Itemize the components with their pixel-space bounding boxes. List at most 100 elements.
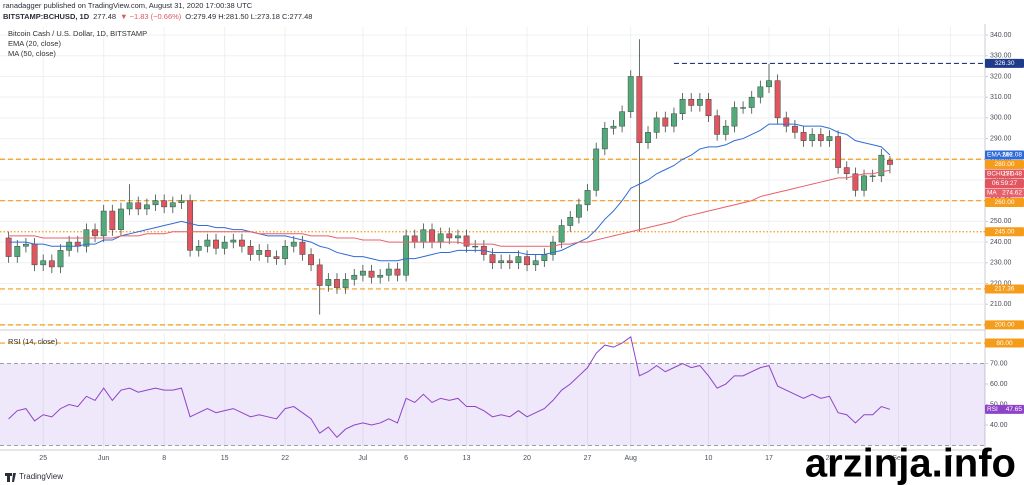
candle-body	[532, 260, 539, 266]
candle-body	[342, 279, 349, 288]
candle-body	[213, 239, 219, 249]
candle-body	[57, 250, 64, 268]
candle-body	[161, 200, 168, 208]
candle-body	[308, 254, 314, 266]
candle-body	[662, 117, 669, 127]
candle-body	[593, 148, 600, 191]
chart-title: Bitcoin Cash / U.S. Dollar, 1D, BITSTAMP	[8, 29, 147, 38]
candle-body	[852, 173, 859, 191]
rsi-tag-value: 47.65	[1006, 406, 1023, 413]
y-tick-label: 330.00	[990, 53, 1012, 60]
candle-body	[359, 270, 366, 276]
x-tick-label: 25	[39, 455, 47, 462]
level-tag	[985, 284, 1024, 294]
candle-body	[118, 208, 124, 230]
y-tick-label: 220.00	[990, 280, 1012, 287]
level-tag-value: 260.00	[995, 199, 1015, 206]
candle-body	[653, 117, 660, 133]
x-tick-label: 20	[523, 455, 531, 462]
rsi-title: RSI (14, close)	[8, 337, 58, 346]
price-tag-value: 277.48	[1002, 171, 1022, 178]
x-tick-label: Sep	[892, 455, 905, 462]
candle-body	[567, 216, 574, 226]
x-tick-label: Jul	[358, 455, 367, 462]
candle-body	[679, 98, 686, 114]
candle-body	[791, 125, 798, 133]
candle-body	[394, 268, 401, 276]
level-tag-value: 280.00	[995, 161, 1015, 168]
x-tick-label: Aug	[625, 455, 638, 462]
candle-body	[169, 202, 176, 208]
countdown-tag-value: 06:59:27	[992, 180, 1018, 187]
candle-body	[887, 160, 893, 165]
x-tick-label: 8	[162, 455, 166, 462]
candle-body	[195, 245, 202, 251]
price-tag	[985, 169, 1024, 179]
candle-body	[377, 274, 384, 278]
y-tick-label: 250.00	[990, 218, 1012, 225]
candle-body	[325, 279, 332, 286]
publisher-line: ranadagger published on TradingView.com,…	[3, 1, 253, 10]
y-tick-label: 70.00	[990, 360, 1008, 367]
candle-body	[800, 132, 807, 141]
candle-body	[472, 245, 479, 248]
candle-body	[645, 132, 651, 143]
candle-body	[455, 235, 461, 239]
legend-entry: MA (50, close)	[8, 49, 56, 58]
candle-body	[835, 136, 842, 168]
y-tick-label: 320.00	[990, 73, 1012, 80]
level-tag-value: 80.00	[996, 340, 1013, 347]
candle-body	[774, 80, 781, 119]
indicator-line	[8, 123, 891, 262]
indicator-tag-label: EMA:MA	[987, 152, 1013, 159]
price-tag-label: BCHUSD	[987, 171, 1015, 178]
tradingview-logo: TradingView	[5, 472, 63, 482]
candle-body	[221, 241, 228, 249]
candle-body	[411, 235, 418, 243]
x-tick-label: 6	[404, 455, 408, 462]
candle-body	[524, 256, 530, 266]
candle-body	[671, 113, 677, 127]
watermark: arzinja.info	[805, 442, 1016, 485]
candle-body	[878, 154, 885, 177]
candle-body	[869, 175, 876, 177]
candle-body	[204, 239, 211, 247]
rsi-band	[0, 363, 985, 446]
indicator-tag	[985, 150, 1024, 160]
x-tick-label: 17	[765, 455, 773, 462]
candle-body	[14, 245, 21, 257]
level-tag-value: 245.00	[995, 228, 1015, 235]
axis-tags: 326.30EMA:MA282.08280.00BCHUSD277.4806:5…	[985, 58, 1024, 414]
candle-body	[143, 204, 150, 210]
candle-body	[498, 260, 505, 264]
candle-body	[817, 134, 824, 141]
candle-body	[109, 210, 116, 230]
candle-body	[722, 125, 729, 135]
candle-body	[843, 167, 850, 175]
candle-body	[290, 241, 297, 247]
y-tick-label: 300.00	[990, 115, 1012, 122]
candle-body	[506, 260, 513, 264]
candle-body	[463, 235, 470, 247]
y-tick-label: 210.00	[990, 301, 1012, 308]
candle-body	[334, 279, 340, 288]
y-tick-label: 340.00	[990, 32, 1012, 39]
candle-body	[282, 245, 289, 259]
candle-body	[126, 202, 133, 210]
candle-body	[705, 98, 712, 117]
y-tick-label: 40.00	[990, 422, 1008, 429]
candle-body	[748, 96, 755, 108]
indicator-tag-label: MA	[987, 190, 997, 197]
countdown-tag	[985, 178, 1024, 188]
rsi-line	[8, 336, 891, 439]
plot: 25 Jun 8 15 22 Jul 6 13 20 27 Aug 10 17 24 Sep 7 200.00 2…	[0, 27, 1012, 462]
level-tag	[985, 159, 1024, 169]
y-tick-label: 290.00	[990, 135, 1012, 142]
x-tick-label: 10	[705, 455, 713, 462]
candle-body	[437, 233, 444, 243]
x-tick-label: 13	[463, 455, 471, 462]
candle-body	[766, 80, 772, 88]
y-tick-label: 230.00	[990, 260, 1012, 267]
candle-body	[135, 202, 142, 210]
candle-body	[575, 204, 582, 218]
